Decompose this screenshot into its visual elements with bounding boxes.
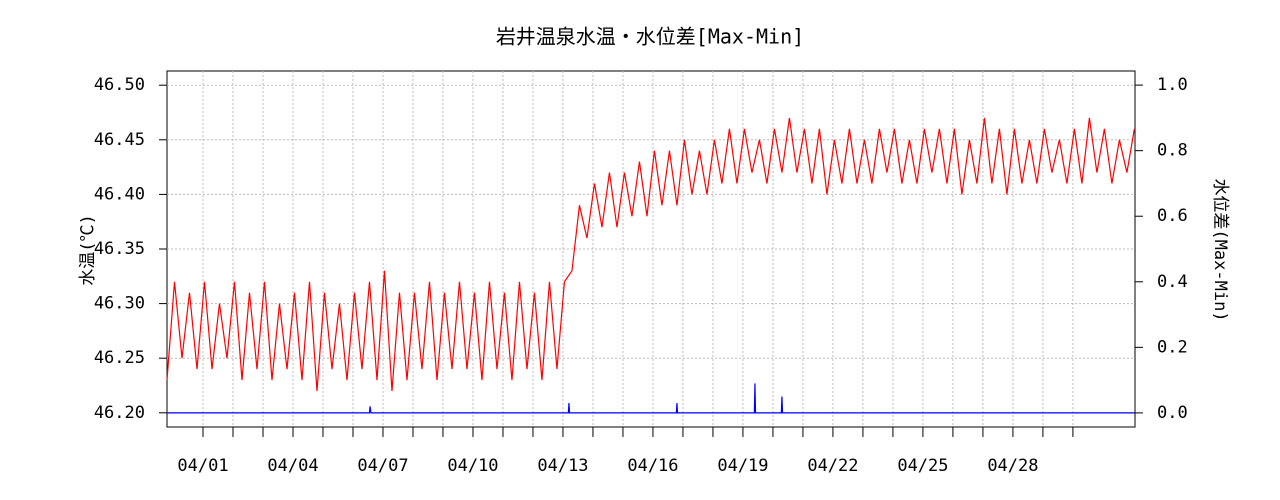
x-tick-label: 04/25 — [897, 456, 948, 476]
y2-tick-label: 1.0 — [1157, 75, 1188, 95]
x-tick-label: 04/13 — [537, 456, 588, 476]
y-axis-label: 水温(℃) — [78, 214, 98, 285]
y2-tick-label: 0.8 — [1157, 141, 1188, 161]
y-tick-label: 46.30 — [94, 294, 145, 314]
x-tick-label: 04/04 — [267, 456, 318, 476]
y-tick-label: 46.25 — [94, 348, 145, 368]
data-line — [166, 117, 1135, 392]
x-tick-label: 04/19 — [717, 456, 768, 476]
x-tick-label: 04/22 — [807, 456, 858, 476]
y-tick-label: 46.40 — [94, 184, 145, 204]
y2-tick-label: 0.0 — [1157, 403, 1188, 423]
y2-axis-label: 水位差(Max-Min) — [1210, 178, 1230, 321]
chart-title: 岩井温泉水温・水位差[Max-Min] — [496, 25, 804, 49]
x-tick-label: 04/01 — [177, 456, 228, 476]
data-line — [167, 383, 1135, 414]
x-tick-label: 04/10 — [447, 456, 498, 476]
y-tick-label: 46.35 — [94, 239, 145, 259]
y2-tick-label: 0.6 — [1157, 206, 1188, 226]
y2-tick-label: 0.4 — [1157, 272, 1188, 292]
x-tick-label: 04/07 — [357, 456, 408, 476]
x-tick-label: 04/16 — [627, 456, 678, 476]
y-tick-label: 46.50 — [94, 75, 145, 95]
y-tick-label: 46.45 — [94, 130, 145, 150]
x-tick-label: 04/28 — [987, 456, 1038, 476]
y2-tick-label: 0.2 — [1157, 337, 1188, 357]
y-tick-label: 46.20 — [94, 403, 145, 423]
